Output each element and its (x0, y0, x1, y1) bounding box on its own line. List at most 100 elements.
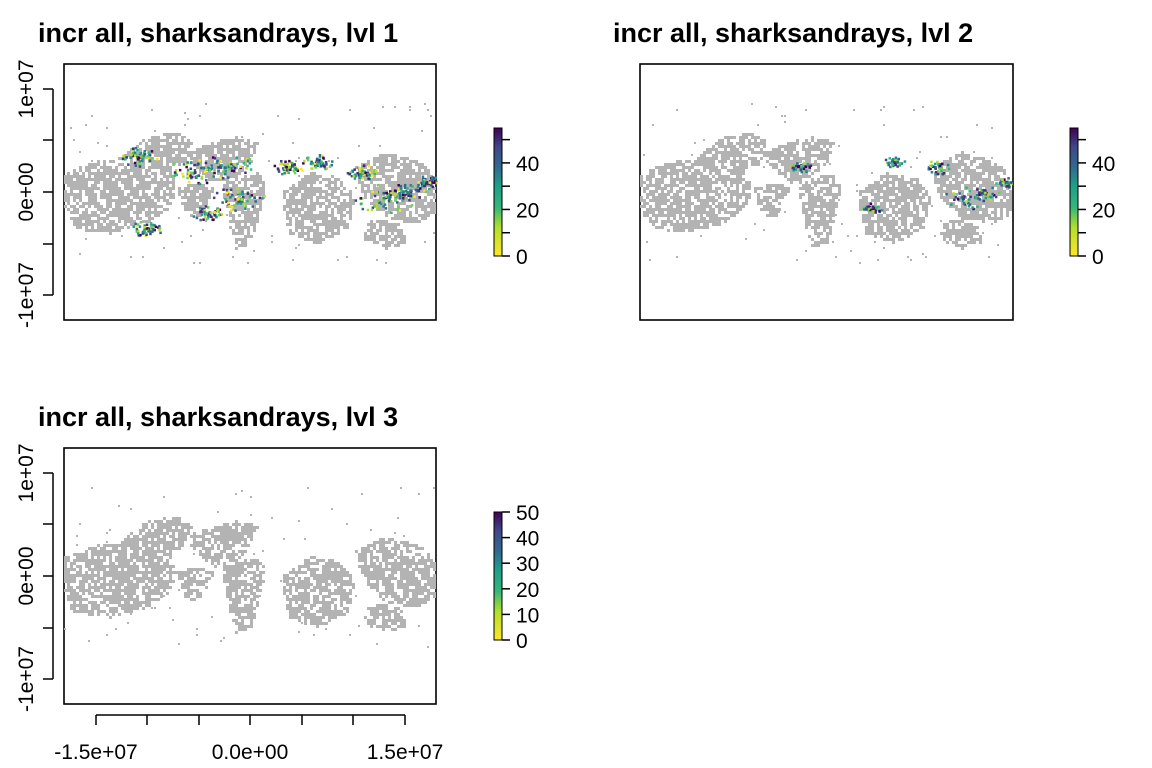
hotspot-cell (219, 166, 222, 169)
hotspot-cell (217, 170, 220, 173)
hotspot-cell (422, 182, 425, 186)
hotspot-cell (1000, 184, 1003, 187)
hotspot-cell (420, 184, 424, 188)
hotspot-cell (222, 188, 225, 191)
hotspot-cell (132, 147, 135, 150)
hotspot-cell (204, 161, 208, 165)
hotspot-cell (134, 222, 137, 226)
hotspot-cell (989, 199, 992, 202)
hotspot-cell (187, 172, 191, 175)
hotspot-cell (368, 173, 371, 177)
hotspot-cell (398, 209, 402, 212)
hotspot-cell (875, 206, 878, 209)
hotspot-cell (802, 167, 806, 171)
hotspot-cell (322, 164, 326, 168)
hotspot-cell (152, 227, 155, 231)
hotspot-cell (871, 205, 875, 209)
hotspot-cell (131, 152, 135, 155)
hotspot-cell (216, 159, 219, 163)
hotspot-cell (419, 187, 422, 190)
hotspot-cell (865, 208, 869, 211)
hotspot-cell (990, 196, 993, 199)
hotspot-cell (141, 159, 144, 163)
hotspot-cell (210, 164, 213, 167)
hotspot-cell (373, 204, 376, 208)
hotspot-cell (200, 175, 204, 179)
hotspot-cell (157, 226, 160, 229)
x-tick-label: 1.5e+07 (367, 741, 444, 764)
hotspot-cell (353, 168, 356, 171)
hotspot-cell (215, 215, 218, 219)
hotspot-cell (316, 163, 319, 167)
y-tick-label: 0e+00 (15, 163, 38, 222)
hotspot-cell (986, 195, 990, 198)
hotspot-cell (198, 159, 201, 162)
y-axis: -1e+07 0e+00 1e+07 (15, 444, 54, 712)
hotspot-cell (379, 202, 383, 205)
hotspot-cell (283, 167, 287, 170)
hotspot-cell (313, 163, 316, 166)
hotspot-cell (248, 158, 252, 161)
hotspot-cell (394, 192, 397, 195)
hotspot-cell (330, 163, 333, 167)
hotspot-cell (361, 171, 365, 174)
hotspot-cell (278, 163, 282, 166)
hotspot-cell (398, 192, 401, 195)
hotspot-cell (303, 159, 306, 163)
hotspot-cell (249, 168, 253, 171)
hotspot-cell (143, 226, 147, 229)
hotspot-cell (427, 182, 430, 186)
hotspot-cell (132, 149, 136, 153)
hotspot-cell (314, 166, 318, 169)
hotspot-cell (1000, 181, 1003, 184)
hotspot-cell (984, 191, 987, 195)
hotspot-cell (150, 150, 154, 153)
hotspot-cell (195, 176, 198, 179)
hotspot-cell (218, 208, 222, 211)
hotspot-cell (389, 193, 392, 196)
hotspot-cell (408, 198, 411, 202)
hotspot-cell (874, 211, 877, 214)
hotspot-cell (186, 176, 189, 180)
hotspot-cell (800, 170, 803, 174)
hotspot-cell (889, 165, 892, 169)
hotspot-cell (219, 176, 222, 179)
hotspot-cell (207, 166, 210, 169)
hotspot-cell (174, 169, 178, 172)
hotspot-cell (367, 177, 370, 180)
hotspot-cell (898, 162, 901, 165)
hotspot-cell (213, 210, 216, 214)
hotspot-cell (197, 174, 200, 178)
hotspot-cell (894, 156, 898, 159)
hotspot-cell (307, 158, 310, 162)
hotspot-cell (984, 196, 988, 200)
hotspot-cell (867, 210, 871, 213)
hotspot-cell (202, 218, 205, 221)
hotspot-cell (1001, 178, 1004, 182)
hotspot-cell (151, 223, 154, 227)
hotspot-cell (366, 171, 369, 175)
hotspot-cell (173, 174, 177, 177)
hotspot-cell (224, 197, 227, 201)
hotspot-cell (133, 151, 137, 155)
hotspot-cell (263, 195, 266, 198)
hotspot-cell (398, 187, 401, 190)
hotspot-cell (942, 172, 946, 175)
hotspot-cell (204, 205, 208, 208)
hotspot-cell (236, 187, 239, 190)
hotspot-cell (200, 166, 203, 170)
ocean-cells (64, 103, 436, 264)
hotspot-cell (930, 171, 934, 174)
hotspot-cell (159, 231, 162, 235)
hotspot-cell (205, 217, 208, 221)
hotspot-cell (158, 227, 162, 230)
hotspot-cell (226, 163, 230, 167)
hotspot-cell (428, 187, 431, 191)
x-tick-label: -1.5e+07 (54, 741, 138, 764)
hotspot-cell (281, 172, 284, 176)
hotspot-cell (967, 205, 971, 208)
hotspot-cell (943, 168, 946, 172)
hotspot-cell (317, 159, 321, 162)
hotspot-cell (389, 195, 392, 199)
hotspot-cell (195, 175, 198, 178)
